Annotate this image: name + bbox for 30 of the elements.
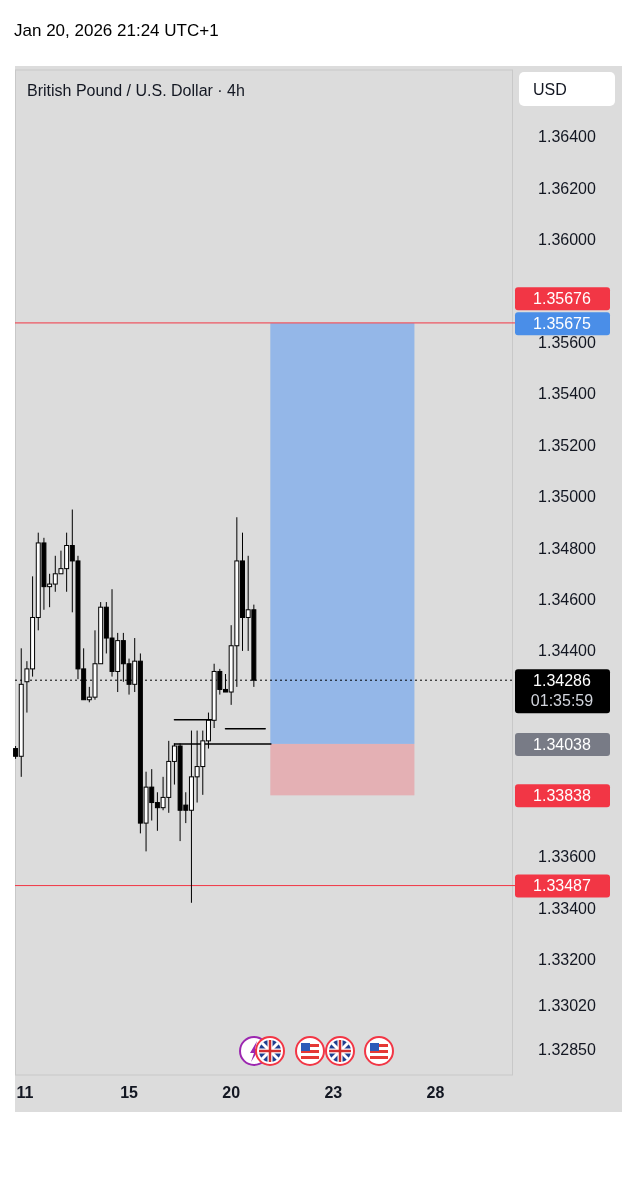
ref-line-label: 1.34286 xyxy=(533,671,592,689)
y-tick-label: 1.33400 xyxy=(538,899,597,917)
y-tick-label: 1.33020 xyxy=(538,997,597,1015)
y-tick-label: 1.34600 xyxy=(538,591,597,609)
x-tick-label: 11 xyxy=(16,1084,34,1101)
ref-line-label: 1.35676 xyxy=(533,289,592,307)
text: British Pound / U.S. Dollar · 4h xyxy=(27,82,245,99)
y-tick-label: 1.35200 xyxy=(538,436,597,454)
y-tick-label: 1.35400 xyxy=(538,385,597,403)
text: 1.35675 xyxy=(533,314,592,332)
y-axis-title: USD xyxy=(533,80,567,98)
y-tick-label: 1.36200 xyxy=(538,179,597,197)
y-tick-label: 1.33200 xyxy=(538,950,597,968)
ref-line-label: 1.33487 xyxy=(533,877,592,895)
x-tick-label: 28 xyxy=(426,1084,445,1101)
y-tick-label: 1.35000 xyxy=(538,488,597,506)
y-tick-label: 1.36400 xyxy=(538,128,597,146)
x-tick-label: 23 xyxy=(324,1084,343,1101)
y-tick-label: 1.36000 xyxy=(538,231,597,249)
x-tick-label: 20 xyxy=(222,1084,241,1101)
text: 1.34038 xyxy=(533,735,592,753)
y-tick-label: 1.34400 xyxy=(538,642,597,660)
y-tick-label: 1.32850 xyxy=(538,1040,597,1058)
y-tick-label: 1.35600 xyxy=(538,334,597,352)
chart-subtitle: Jan 20, 2026 21:24 UTC+1 xyxy=(14,21,219,40)
y-tick-label: 1.33600 xyxy=(538,848,597,866)
text: 01:35:59 xyxy=(530,691,594,709)
x-tick-label: 15 xyxy=(120,1084,139,1101)
text: 1.33838 xyxy=(533,786,592,804)
y-tick-label: 1.34800 xyxy=(538,539,597,557)
